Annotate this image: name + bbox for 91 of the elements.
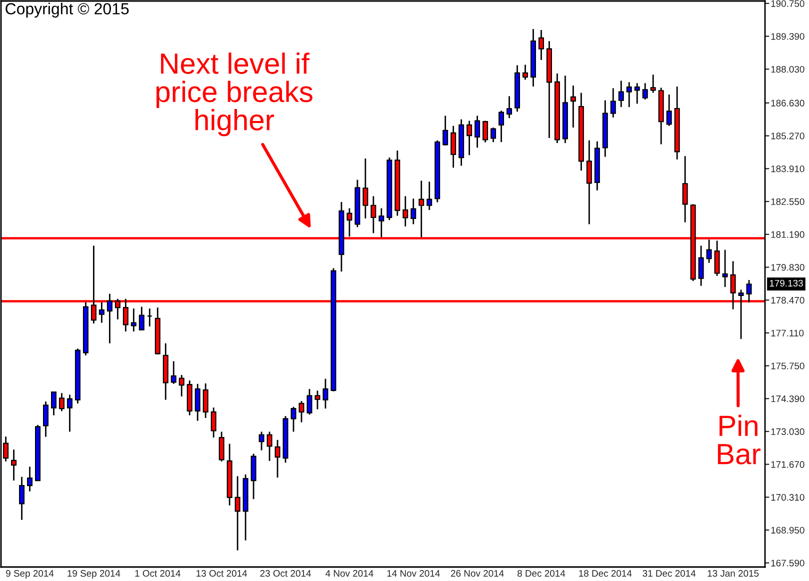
candlestick bbox=[642, 82, 648, 100]
candlestick bbox=[202, 382, 208, 419]
candlestick bbox=[586, 140, 592, 225]
candlestick bbox=[370, 195, 376, 234]
candlestick bbox=[218, 431, 224, 462]
y-tick-label: 179.830 bbox=[771, 264, 804, 271]
candlestick bbox=[194, 383, 200, 422]
x-tick-label: 13 Jan 2015 bbox=[708, 570, 759, 577]
x-tick-label: 26 Nov 2014 bbox=[451, 570, 504, 577]
candlestick bbox=[378, 208, 384, 238]
candlestick bbox=[538, 29, 544, 61]
candlestick bbox=[682, 155, 688, 223]
y-tick-label: 171.670 bbox=[771, 461, 804, 468]
candlestick bbox=[482, 120, 488, 144]
y-tick-label: 167.590 bbox=[771, 560, 804, 566]
candlestick bbox=[314, 390, 320, 410]
candlestick bbox=[98, 302, 104, 324]
candlestick bbox=[27, 466, 33, 492]
x-tick-label: 8 Dec 2014 bbox=[517, 570, 566, 577]
candlestick bbox=[11, 448, 17, 482]
candlestick bbox=[490, 126, 496, 143]
candlestick bbox=[306, 388, 312, 416]
candlestick bbox=[610, 88, 616, 118]
candlestick bbox=[706, 238, 712, 264]
y-tick-label: 173.030 bbox=[771, 428, 804, 435]
y-tick-label: 188.030 bbox=[771, 66, 804, 73]
x-tick-label: 31 Dec 2014 bbox=[642, 570, 696, 577]
candlestick bbox=[722, 249, 728, 288]
candlestick bbox=[138, 306, 144, 330]
candlestick bbox=[170, 360, 176, 385]
y-tick-label: 183.910 bbox=[771, 165, 804, 172]
candlestick bbox=[322, 378, 328, 410]
candlestick bbox=[650, 74, 656, 94]
candlestick bbox=[450, 125, 456, 168]
candlestick bbox=[234, 475, 240, 552]
candlestick bbox=[466, 120, 472, 156]
candlestick bbox=[298, 400, 304, 423]
x-tick-label: 19 Sep 2014 bbox=[68, 570, 120, 579]
candlestick bbox=[698, 245, 704, 287]
y-tick-label: 178.470 bbox=[771, 296, 804, 304]
candlestick bbox=[522, 64, 528, 80]
candlestick bbox=[474, 115, 480, 148]
candlestick bbox=[666, 94, 672, 127]
candlestick bbox=[442, 115, 448, 146]
candlestick bbox=[210, 406, 216, 438]
candlestick bbox=[426, 181, 432, 211]
x-tick-label: 4 Nov 2014 bbox=[326, 570, 374, 577]
x-tick-label: 9 Sep 2014 bbox=[6, 570, 54, 579]
candlestick bbox=[362, 158, 368, 220]
y-tick-label: 182.550 bbox=[771, 198, 804, 206]
candlestick bbox=[43, 400, 49, 438]
candlestick bbox=[106, 293, 112, 344]
candlestick bbox=[274, 439, 280, 478]
candlestick bbox=[506, 95, 512, 119]
candlestick bbox=[738, 288, 744, 340]
y-tick-label: 190.750 bbox=[771, 0, 804, 7]
x-tick-label: 18 Dec 2014 bbox=[579, 570, 632, 577]
y-tick-label: 185.270 bbox=[771, 132, 804, 140]
text: 179.133 bbox=[770, 280, 803, 287]
candlestick bbox=[258, 431, 264, 452]
candlestick bbox=[402, 195, 408, 228]
annotation: Copyright © 2015 bbox=[6, 2, 129, 18]
candlestick bbox=[290, 406, 296, 432]
candlestick bbox=[618, 80, 624, 108]
candlestick bbox=[266, 431, 272, 462]
y-tick-label: 168.950 bbox=[771, 526, 804, 534]
x-tick-label: 1 Oct 2014 bbox=[135, 570, 180, 577]
candlestick bbox=[130, 308, 136, 332]
candlestick bbox=[58, 392, 64, 412]
candlestick bbox=[50, 391, 56, 416]
candlestick bbox=[19, 476, 25, 521]
candlestick bbox=[178, 374, 184, 398]
y-tick-label: 181.190 bbox=[771, 231, 804, 238]
candlestick bbox=[66, 394, 72, 432]
y-tick-label: 174.390 bbox=[771, 395, 804, 402]
annotation: Pin Bar bbox=[718, 414, 760, 464]
candlestick bbox=[634, 82, 640, 104]
y-tick-label: 186.630 bbox=[771, 100, 804, 106]
annotation: Next level if price breaks higher bbox=[156, 52, 312, 136]
y-tick-label: 170.310 bbox=[771, 494, 804, 501]
x-tick-label: 13 Oct 2014 bbox=[196, 570, 248, 577]
candlestick bbox=[410, 198, 416, 225]
candlestick bbox=[746, 279, 752, 303]
x-tick-label: 14 Nov 2014 bbox=[387, 570, 440, 577]
candlestick bbox=[626, 81, 632, 108]
y-tick-label: 189.390 bbox=[771, 33, 804, 40]
candlestick bbox=[570, 84, 576, 128]
x-tick-label: 23 Oct 2014 bbox=[260, 570, 311, 577]
candlestick bbox=[498, 110, 504, 143]
y-tick-label: 175.750 bbox=[771, 362, 804, 370]
y-tick-label: 177.110 bbox=[771, 330, 804, 336]
